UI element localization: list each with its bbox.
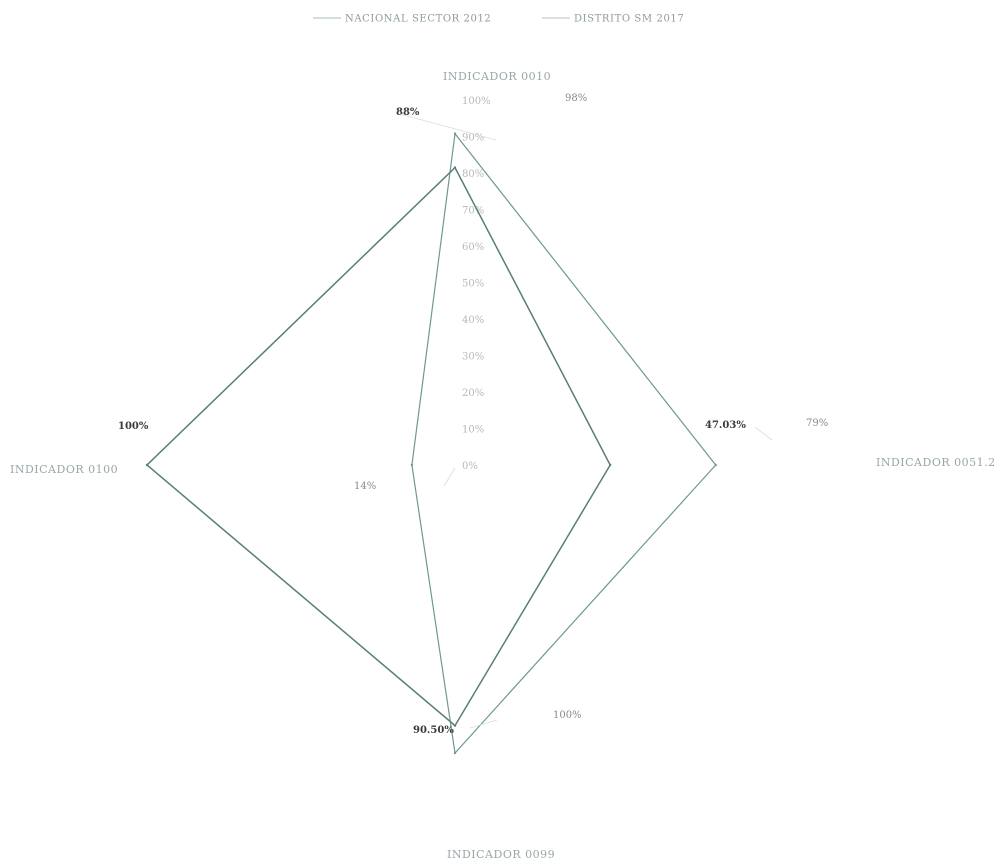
data-label: 98% bbox=[565, 93, 587, 104]
data-label: 88% bbox=[396, 107, 420, 118]
data-label: 100% bbox=[118, 421, 149, 432]
data-point bbox=[453, 724, 457, 727]
label-leader-line bbox=[754, 426, 773, 441]
radial-tick-label: 60% bbox=[462, 242, 484, 253]
radial-tick-label: 100% bbox=[462, 96, 491, 107]
data-label: 100% bbox=[553, 710, 582, 721]
data-point bbox=[453, 166, 457, 169]
data-point bbox=[453, 751, 457, 755]
data-label: 47.03% bbox=[705, 420, 746, 431]
data-point bbox=[453, 132, 457, 135]
data-point bbox=[410, 463, 414, 467]
data-label: 79% bbox=[806, 418, 828, 429]
data-point bbox=[608, 463, 612, 467]
radial-tick-label: 70% bbox=[462, 206, 484, 217]
label-leader-line bbox=[443, 467, 456, 487]
legend-label-2: DISTRITO SM 2017 bbox=[574, 14, 684, 25]
axis-label: INDICADOR 0099 bbox=[447, 848, 555, 860]
radial-tick-label: 90% bbox=[462, 133, 484, 144]
series-line-2 bbox=[145, 166, 612, 727]
radial-tick-label: 40% bbox=[462, 315, 484, 326]
data-point bbox=[714, 463, 717, 467]
data-point bbox=[145, 463, 149, 467]
label-leader-line bbox=[399, 113, 497, 141]
axis-label: INDICADOR 0051.2 bbox=[876, 456, 996, 469]
axis-label: INDICADOR 0010 bbox=[443, 70, 551, 83]
data-label: 90.50% bbox=[413, 725, 454, 736]
axis-label: INDICADOR 0100 bbox=[10, 463, 118, 476]
data-label: 14% bbox=[354, 481, 376, 492]
radial-tick-label: 50% bbox=[462, 279, 484, 290]
label-leader-line bbox=[469, 719, 498, 729]
legend-label-1: NACIONAL SECTOR 2012 bbox=[345, 14, 491, 25]
radial-tick-label: 10% bbox=[462, 425, 484, 436]
radial-tick-label: 0% bbox=[462, 461, 478, 472]
series-line-1 bbox=[411, 132, 717, 755]
radial-tick-label: 30% bbox=[462, 352, 484, 363]
radial-tick-label: 80% bbox=[462, 169, 484, 180]
radial-tick-label: 20% bbox=[462, 388, 484, 399]
